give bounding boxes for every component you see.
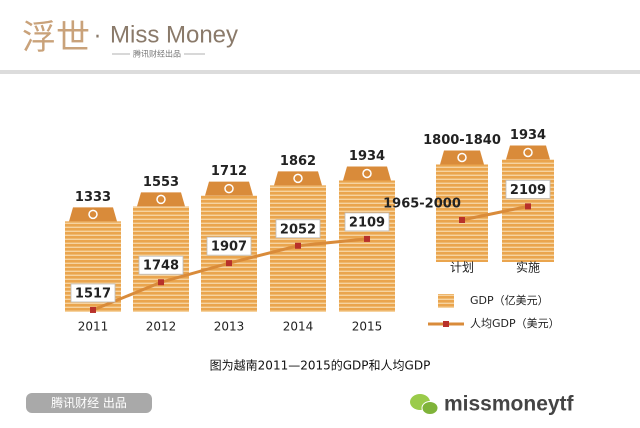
logo-en: Miss Money: [110, 21, 238, 48]
x-tick-label: 计划: [450, 261, 474, 275]
value-label-box: [70, 283, 116, 303]
value-label: 1517: [75, 286, 111, 301]
value-label: 1907: [211, 240, 247, 255]
footer-badge: [26, 393, 152, 413]
line: [461, 204, 529, 222]
caption: 图为越南2011—2015的GDP和人均GDP: [210, 358, 431, 373]
bar-cap: [69, 207, 117, 222]
line-marker: [158, 279, 164, 286]
value-label: 1748: [143, 259, 179, 274]
value-label: 2109: [510, 183, 546, 198]
value-label-box: [505, 179, 551, 199]
value-label: 1934: [510, 128, 546, 143]
coin-icon: [523, 147, 533, 158]
bar-cap: [343, 166, 391, 181]
coin-icon: [457, 152, 467, 163]
plot: 1333 1553 1712 1862 1934 1517 1748 1907 2052 2109…: [65, 128, 560, 334]
x-tick-label: 2013: [214, 320, 245, 334]
coin-icon: [224, 183, 234, 194]
bar-cap: [137, 192, 185, 207]
line-marker: [295, 242, 301, 249]
footer-source: 腾讯财经 出品: [51, 395, 127, 410]
value-label: 1553: [143, 175, 179, 190]
legend-label: 人均GDP（美元）: [470, 317, 560, 330]
line-marker: [459, 217, 465, 223]
value-label: 1934: [349, 149, 385, 164]
legend-label: GDP（亿美元）: [470, 294, 549, 307]
value-label: 2109: [349, 215, 385, 230]
line-marker: [226, 260, 232, 267]
header-rule: [0, 70, 640, 74]
value-label: 1862: [280, 154, 316, 169]
coin-icon: [156, 194, 166, 205]
logo-cn: 浮世: [22, 18, 90, 58]
tagline: 腾讯财经出品: [133, 49, 181, 59]
value-label: 1800-1840: [423, 133, 501, 148]
wechat-icon: [410, 394, 439, 415]
x-tick-label: 2011: [78, 320, 109, 334]
value-label-box: [138, 255, 184, 275]
value-label: 1712: [211, 164, 247, 179]
bar-cap: [205, 181, 253, 196]
x-tick-label: 实施: [516, 260, 540, 275]
value-label-box: [206, 236, 252, 256]
bar: [436, 164, 488, 262]
x-tick-label: 2015: [352, 320, 383, 334]
line-marker: [525, 203, 531, 210]
value-label: 1333: [75, 190, 111, 205]
footer-account: missmoneytf: [444, 393, 575, 416]
value-label-box: [344, 212, 390, 232]
coin-icon: [362, 168, 372, 179]
logo-dot: ·: [94, 25, 101, 50]
bar-cap: [506, 145, 550, 160]
x-tick-label: 2012: [146, 320, 177, 334]
legend-swatch: [443, 321, 449, 327]
value-label: 2052: [280, 222, 316, 237]
coin-icon: [88, 209, 98, 220]
bar-cap: [440, 150, 484, 165]
value-label-box: [275, 219, 321, 239]
x-tick-label: 2014: [283, 320, 314, 334]
line-marker: [90, 306, 96, 313]
line-marker: [364, 235, 370, 242]
bar: [339, 180, 395, 312]
value-label: 1965-2000: [383, 197, 461, 212]
legend-swatch: [438, 294, 454, 308]
coin-icon: [293, 173, 303, 184]
bar-cap: [274, 171, 322, 186]
